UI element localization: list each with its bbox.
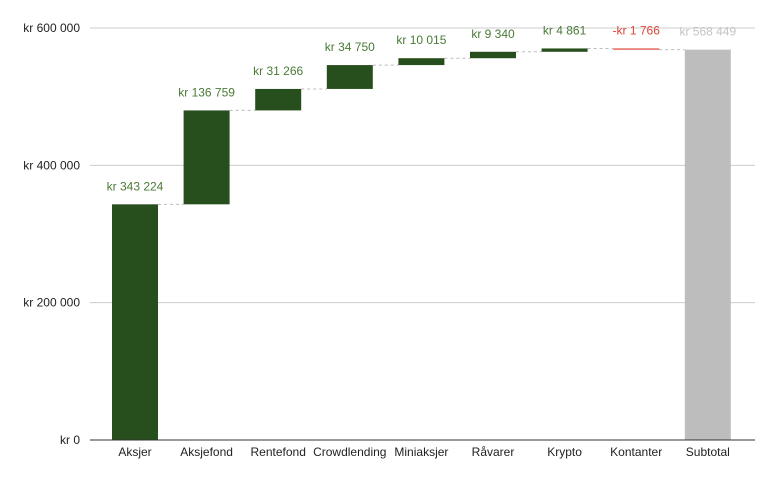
bar-kontanter: [613, 48, 660, 50]
connector-layer: [158, 47, 685, 205]
bar-subtotal: [684, 49, 731, 441]
data-label: kr 9 340: [471, 27, 515, 41]
data-label-layer: kr 343 224 kr 136 759 kr 31 266 kr 34 750 kr…: [107, 23, 737, 193]
x-tick-label: Crowdlending: [313, 445, 386, 459]
data-label: kr 31 266: [253, 64, 303, 78]
x-tick-label: Aksjefond: [180, 445, 233, 459]
y-tick-label: kr 400 000: [23, 158, 80, 172]
bar-rentefond: [255, 88, 302, 111]
x-tick-label: Aksjer: [118, 445, 151, 459]
bar-aksjefond: [183, 110, 230, 205]
data-label: kr 34 750: [325, 40, 375, 54]
bar-miniaksjer: [398, 58, 445, 66]
bar-crowdlending: [326, 65, 373, 89]
data-label: kr 10 015: [396, 33, 446, 47]
bar-aksjer: [112, 204, 158, 440]
x-tick-label: Råvarer: [472, 445, 515, 459]
x-tick-label: Rentefond: [251, 445, 306, 459]
y-tick-label: kr 0: [60, 433, 80, 447]
y-tick-label: kr 200 000: [23, 296, 80, 310]
data-label: kr 343 224: [107, 179, 164, 193]
bar-layer: [112, 48, 731, 441]
data-label: -kr 1 766: [613, 23, 661, 37]
y-tick-label: kr 600 000: [23, 21, 80, 35]
x-tick-label: Miniaksjer: [394, 445, 448, 459]
x-tick-label: Subtotal: [686, 445, 730, 459]
x-tick-label: Kontanter: [610, 445, 662, 459]
data-label: kr 4 861: [543, 23, 587, 37]
x-tick-label: Krypto: [547, 445, 582, 459]
data-label: kr 568 449: [679, 25, 736, 39]
data-label: kr 136 759: [178, 85, 235, 99]
axis-layer: kr 0 kr 200 000 kr 400 000 kr 600 000 Aksjer…: [23, 21, 755, 459]
bar-r-varer: [470, 51, 516, 59]
bar-krypto: [541, 48, 588, 52]
